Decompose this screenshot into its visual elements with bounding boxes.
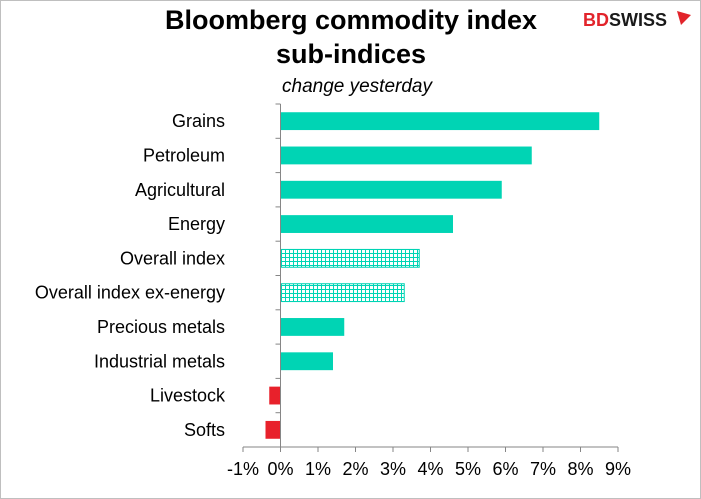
bar-overall-index: [280, 248, 420, 268]
x-tick-label: 2%: [342, 459, 368, 479]
x-tick-label: 6%: [492, 459, 518, 479]
category-label: Precious metals: [97, 317, 225, 337]
category-label: Industrial metals: [94, 351, 225, 371]
bar-overall-index-ex-energy: [280, 283, 405, 303]
category-label: Grains: [172, 111, 225, 131]
x-tick-label: -1%: [227, 459, 259, 479]
chart-title-line2: sub-indices: [276, 39, 426, 69]
brand-part2: SWISS: [609, 10, 667, 30]
brand-arrow-icon: [677, 11, 691, 25]
chart-subtitle: change yesterday: [282, 76, 433, 97]
bar-energy: [280, 215, 453, 233]
category-label: Overall index ex-energy: [35, 283, 225, 303]
category-label: Agricultural: [135, 180, 225, 200]
bar-industrial-metals: [280, 352, 333, 371]
category-label: Energy: [168, 214, 225, 234]
bar-softs: [265, 420, 281, 439]
bar-petroleum: [280, 146, 532, 165]
bar-precious-metals: [280, 318, 345, 336]
x-tick-label: 4%: [417, 459, 443, 479]
x-tick-label: 9%: [605, 459, 631, 479]
x-tick-label: 3%: [380, 459, 406, 479]
x-tick-label: 0%: [267, 459, 293, 479]
x-tick-label: 1%: [305, 459, 331, 479]
bar-agricultural: [280, 180, 502, 199]
bar-livestock: [269, 386, 281, 405]
x-tick-label: 5%: [455, 459, 481, 479]
bar-grains: [280, 112, 600, 131]
chart-title-line1: Bloomberg commodity index: [165, 5, 537, 35]
category-label: Softs: [184, 420, 225, 440]
bdswiss-logo: BDSWISS: [583, 10, 691, 30]
brand-logo-text: BDSWISS: [583, 10, 667, 30]
bar-layer: [265, 112, 600, 439]
category-label: Petroleum: [143, 145, 225, 165]
x-tick-label: 8%: [567, 459, 593, 479]
brand-part1: BD: [583, 10, 609, 30]
category-label: Overall index: [120, 248, 225, 268]
category-label: Livestock: [150, 386, 226, 406]
category-labels: Grains Petroleum Agricultural Energy Overall…: [35, 111, 226, 440]
axes: -1% 0% 1% 2% 3% 4% 5% 6% 7% 8% 9%: [227, 103, 631, 479]
x-tick-label: 7%: [530, 459, 556, 479]
